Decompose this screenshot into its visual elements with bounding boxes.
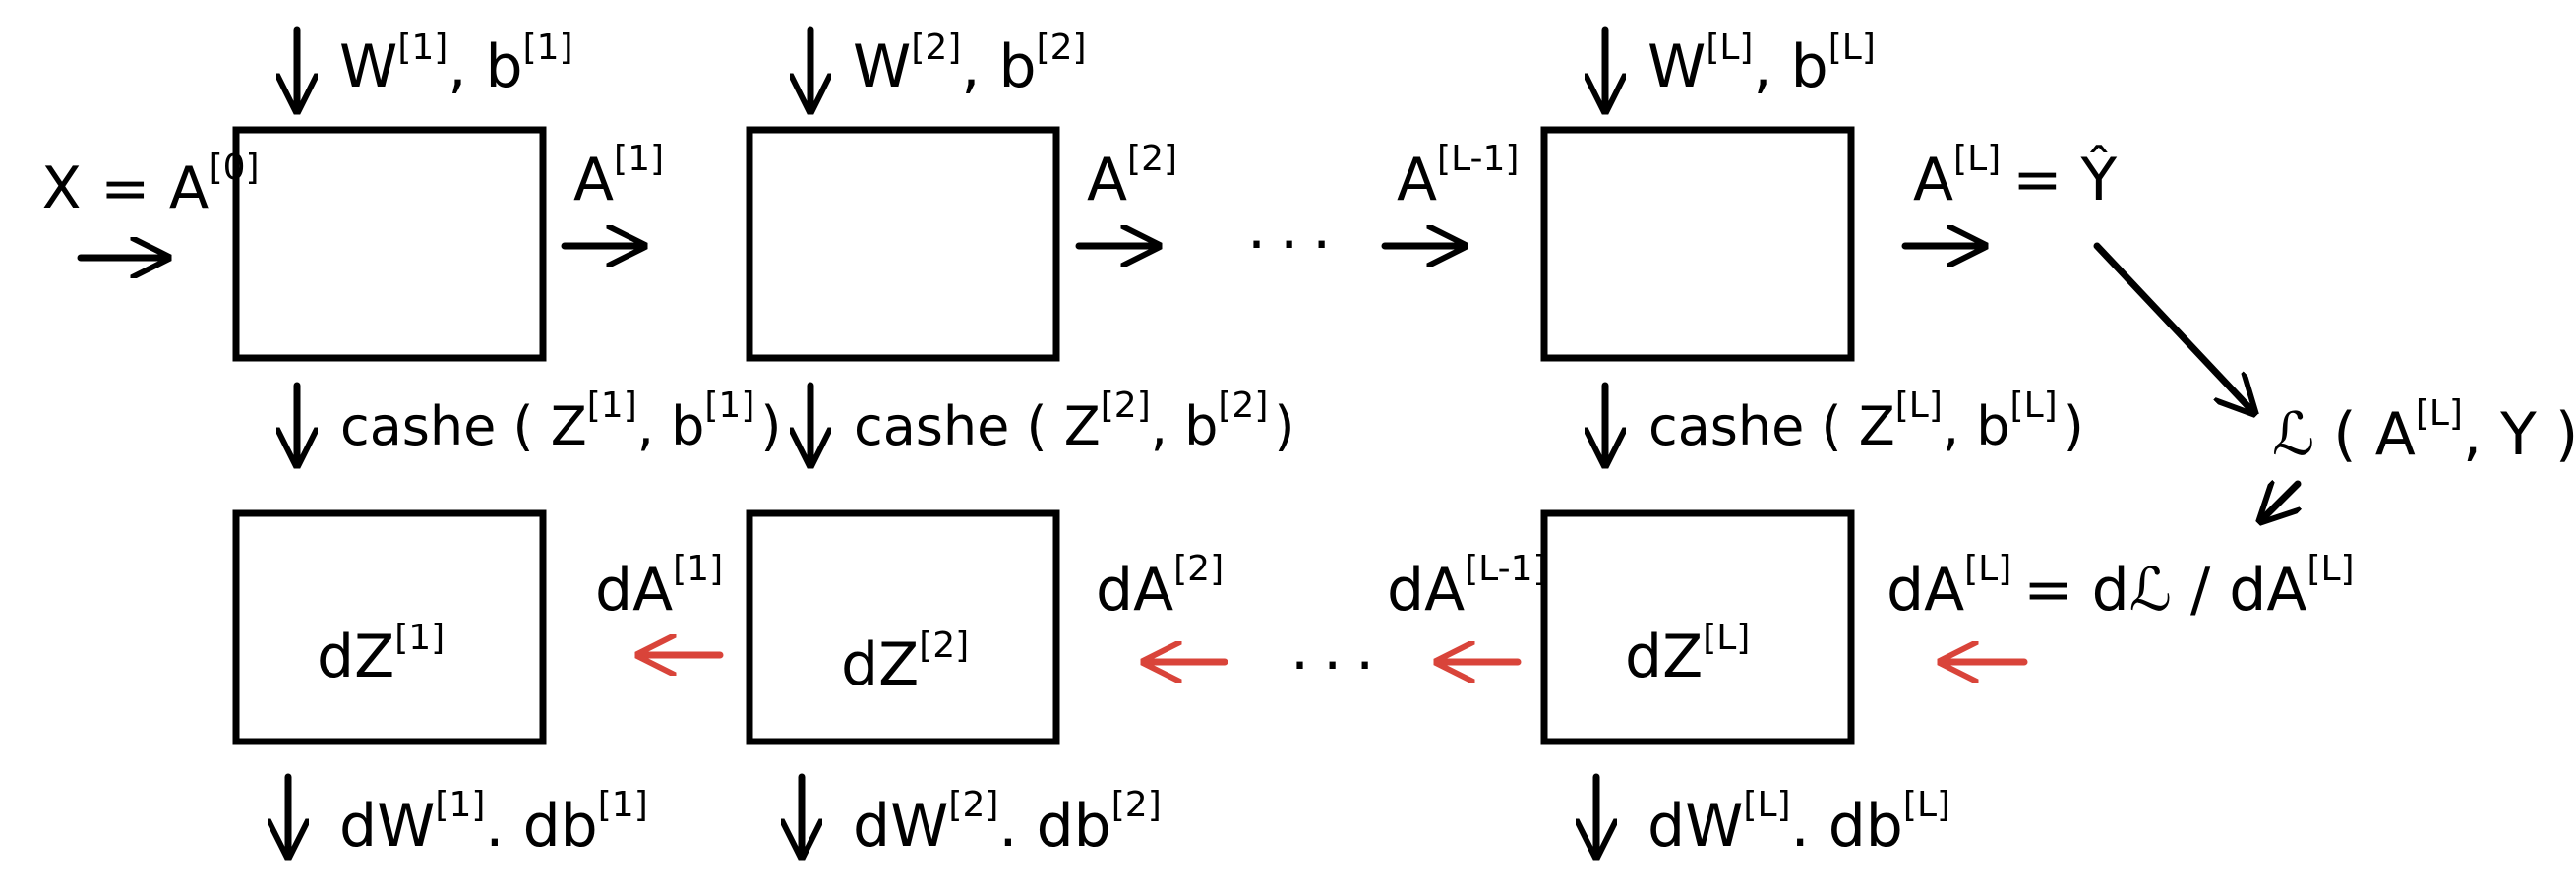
backward-dA-2-label: dA[2]: [1096, 549, 1224, 625]
cache-1-label: cashe ( Z[1], b[1]): [340, 386, 781, 457]
forward-output-1-label: A[1]: [573, 139, 664, 214]
grad-2-label: dW[2]. db[2]: [853, 785, 1162, 861]
param-L-label: W[L], b[L]: [1647, 28, 1876, 101]
param-1-label: W[1], b[1]: [339, 28, 573, 101]
backward-ellipsis: ...: [1290, 615, 1388, 684]
backward-dA-L-label: dA[L] = dℒ / dA[L]: [1887, 549, 2355, 625]
cache-2-label: cashe ( Z[2], b[2]): [854, 386, 1294, 457]
forward-layer-1-box: [232, 126, 547, 362]
forward-input-L-minus-1-label: A[L-1]: [1397, 139, 1519, 214]
grad-1-label: dW[1]. db[1]: [339, 785, 648, 861]
backward-layer-1-box: [232, 509, 547, 745]
backward-dA-1-label: dA[1]: [595, 549, 723, 625]
backward-layer-L-box: [1540, 509, 1855, 745]
loss-label: ℒ ( A[L], Y ): [2272, 393, 2576, 469]
backward-dz-2-label: dZ[2]: [841, 625, 969, 699]
backward-dz-L-label: dZ[L]: [1625, 618, 1750, 691]
forward-output-L-label: A[L] = Ŷ: [1913, 139, 2118, 214]
forward-ellipsis: ...: [1247, 194, 1345, 263]
to-loss-arrow: [2093, 242, 2252, 411]
forward-layer-L-box: [1540, 126, 1855, 362]
input-label: X = A[0]: [41, 148, 260, 223]
cache-L-label: cashe ( Z[L], b[L]): [1648, 386, 2084, 457]
grad-L-label: dW[L]. db[L]: [1647, 785, 1950, 861]
backward-layer-2-box: [746, 509, 1060, 745]
backward-dz-1-label: dZ[1]: [317, 618, 445, 691]
loss-down-arrow: [2262, 484, 2298, 519]
param-2-label: W[2], b[2]: [853, 28, 1087, 101]
forward-output-2-label: A[2]: [1087, 139, 1177, 214]
backward-dA-L-minus-1-label: dA[L-1]: [1387, 549, 1547, 625]
forward-layer-2-box: [746, 126, 1060, 362]
